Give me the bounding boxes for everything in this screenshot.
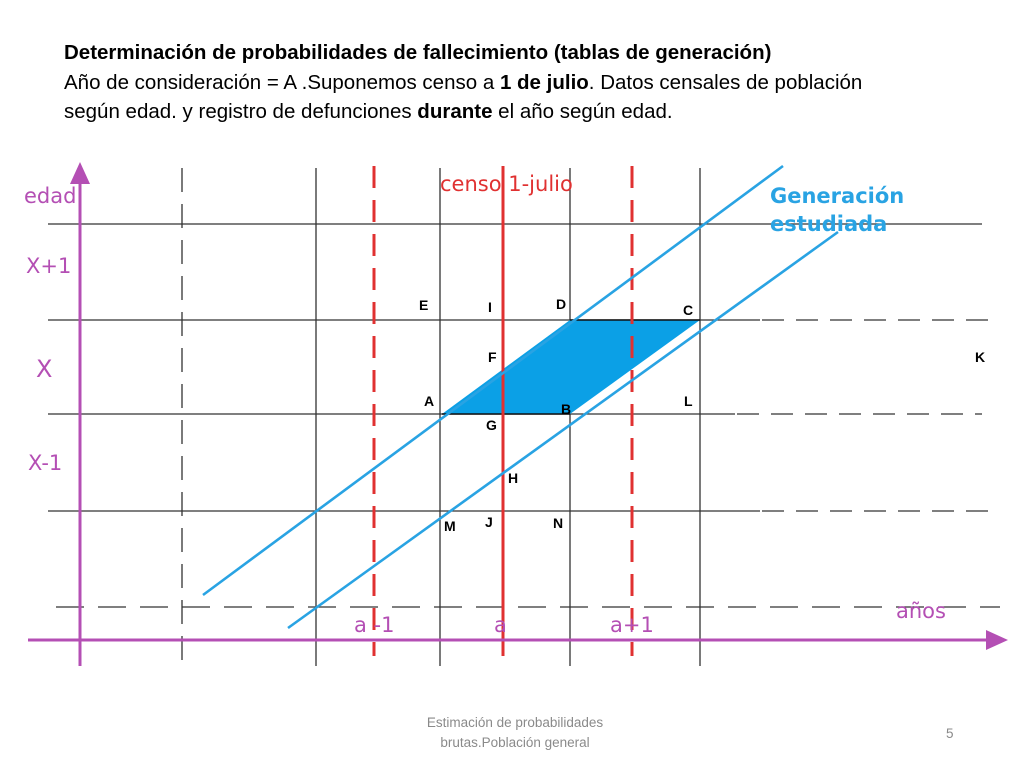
generation-lines bbox=[202, 164, 839, 630]
age-gridlines bbox=[48, 223, 1000, 608]
age-label-x: X bbox=[36, 355, 52, 383]
point-label-k: K bbox=[975, 349, 985, 365]
point-label-e: E bbox=[419, 297, 428, 313]
slide-text-line-2: Año de consideración = A .Suponemos cens… bbox=[64, 70, 863, 94]
point-label-g: G bbox=[486, 417, 497, 433]
generation-upper-line bbox=[202, 164, 784, 597]
slide-header: Determinación de probabilidades de falle… bbox=[64, 38, 984, 127]
census-lines bbox=[372, 166, 634, 656]
point-label-h: H bbox=[508, 470, 518, 486]
year-label-a-minus-1: a -1 bbox=[354, 613, 394, 637]
slide-title: Determinación de probabilidades de falle… bbox=[64, 41, 772, 64]
point-label-l: L bbox=[684, 393, 693, 409]
point-label-n: N bbox=[553, 515, 563, 531]
point-label-b: B bbox=[561, 401, 571, 417]
point-label-m: M bbox=[444, 518, 456, 534]
footer-note: Estimación de probabilidades brutas.Pobl… bbox=[400, 713, 630, 752]
age-label-x-plus-1: X+1 bbox=[26, 254, 71, 278]
generation-region bbox=[442, 320, 700, 414]
page-number: 5 bbox=[946, 726, 954, 741]
generation-lower-line bbox=[287, 230, 839, 630]
point-label-j: J bbox=[485, 514, 493, 530]
footer-note-line-1: Estimación de probabilidades bbox=[426, 715, 604, 730]
census-label: censo 1-julio bbox=[440, 172, 573, 196]
generation-label-line-2: estudiada bbox=[770, 212, 887, 236]
point-label-c: C bbox=[683, 302, 693, 318]
generation-label-line-1: Generación bbox=[770, 184, 904, 208]
x-axis-arrow-icon bbox=[986, 630, 1008, 650]
age-label-x-minus-1: X-1 bbox=[28, 451, 62, 475]
year-label-a-plus-1: a+1 bbox=[610, 613, 654, 637]
point-label-i: I bbox=[488, 299, 492, 315]
slide-text-line-3: según edad. y registro de defunciones du… bbox=[64, 100, 673, 124]
point-labels: E I D C F K A L B G H M J N bbox=[419, 296, 985, 534]
footer-note-line-2: brutas.Población general bbox=[440, 734, 590, 750]
y-axis-label: edad bbox=[24, 184, 76, 208]
point-label-f: F bbox=[488, 349, 497, 365]
year-gridlines bbox=[181, 168, 701, 666]
year-label-a: a bbox=[494, 613, 507, 637]
point-label-a: A bbox=[424, 393, 434, 409]
y-axis-arrow-icon bbox=[70, 162, 90, 184]
x-axis-label: años bbox=[896, 599, 946, 623]
point-label-d: D bbox=[556, 296, 566, 312]
axes bbox=[28, 162, 1008, 666]
